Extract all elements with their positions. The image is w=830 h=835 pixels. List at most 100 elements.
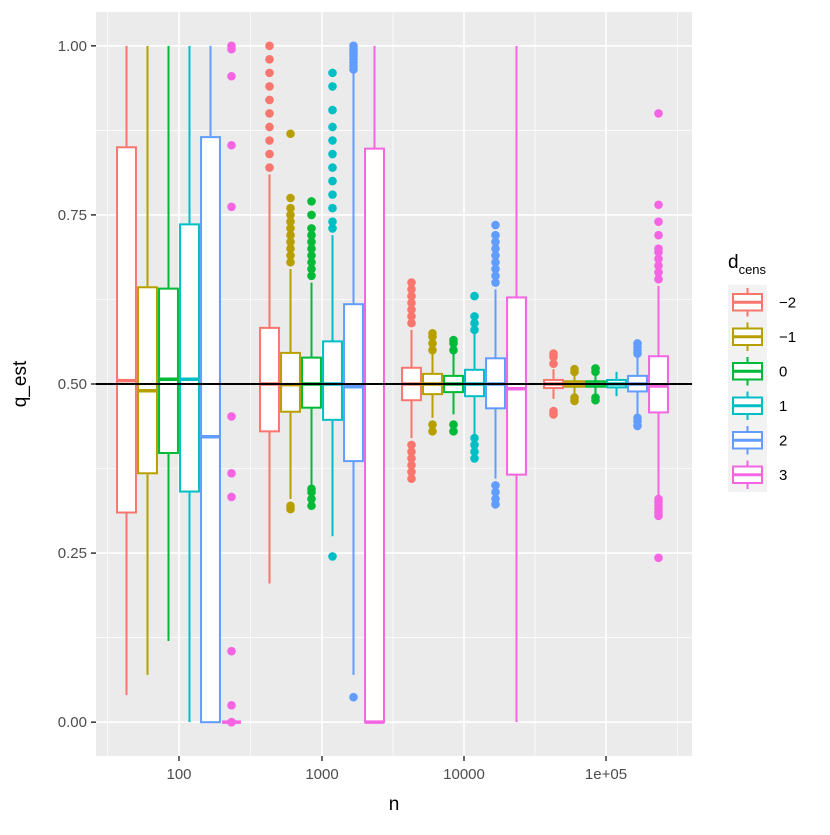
x-tick-label: 100 bbox=[166, 766, 191, 783]
outlier-point bbox=[307, 257, 316, 267]
outlier-point bbox=[328, 149, 337, 159]
box-body bbox=[137, 286, 158, 475]
outlier-point bbox=[470, 440, 479, 450]
x-axis-title: n bbox=[389, 794, 400, 815]
outlier-point bbox=[470, 325, 479, 335]
box-body bbox=[506, 296, 527, 476]
outlier-point bbox=[491, 494, 500, 504]
outlier-point bbox=[286, 251, 295, 260]
outlier-point bbox=[654, 200, 663, 210]
outlier-point bbox=[328, 224, 337, 233]
series-group bbox=[222, 41, 669, 727]
outlier-point bbox=[286, 224, 295, 233]
outlier-point bbox=[428, 345, 437, 355]
outlier-point bbox=[428, 420, 437, 429]
legend-label: 2 bbox=[779, 432, 787, 449]
outlier-point bbox=[227, 492, 236, 502]
outlier-point bbox=[407, 318, 416, 328]
outlier-point bbox=[286, 501, 295, 511]
outlier-point bbox=[407, 440, 416, 450]
outlier-point bbox=[407, 467, 416, 477]
outlier-point bbox=[407, 285, 416, 294]
outlier-point bbox=[265, 163, 274, 172]
outlier-point bbox=[328, 217, 337, 226]
outlier-point bbox=[407, 298, 416, 308]
outlier-point bbox=[654, 217, 663, 226]
x-tick-label: 1000 bbox=[305, 766, 338, 783]
outlier-point bbox=[470, 291, 479, 301]
outlier-point bbox=[470, 454, 479, 463]
outlier-point bbox=[307, 501, 316, 511]
y-axis-title: q_est bbox=[10, 360, 31, 407]
box bbox=[137, 45, 158, 675]
legend-title-main: d bbox=[728, 252, 739, 273]
y-tick-label: 0.00 bbox=[58, 714, 87, 731]
outlier-point bbox=[286, 244, 295, 254]
outlier-point bbox=[491, 264, 500, 274]
outlier-point bbox=[549, 349, 558, 358]
outlier-point bbox=[286, 210, 295, 220]
legend-label: 1 bbox=[779, 398, 787, 415]
outlier-point bbox=[591, 364, 600, 373]
outlier-point bbox=[307, 251, 316, 260]
outlier-point bbox=[549, 359, 558, 369]
outlier-point bbox=[654, 261, 663, 270]
outlier-point bbox=[286, 230, 295, 240]
outlier-point bbox=[470, 447, 479, 456]
outlier-point bbox=[307, 197, 316, 206]
outlier-point bbox=[470, 312, 479, 321]
box bbox=[343, 41, 364, 702]
legend-label: 3 bbox=[779, 467, 787, 484]
outlier-point bbox=[491, 251, 500, 260]
x-tick-label: 1e+05 bbox=[585, 766, 627, 783]
outlier-point bbox=[407, 312, 416, 321]
outlier-point bbox=[265, 109, 274, 118]
outlier-point bbox=[428, 339, 437, 348]
outlier-point bbox=[328, 122, 337, 132]
outlier-point bbox=[654, 553, 663, 563]
outlier-point bbox=[407, 291, 416, 301]
outlier-point bbox=[654, 268, 663, 277]
outlier-point bbox=[549, 406, 558, 416]
outlier-point bbox=[307, 224, 316, 233]
outlier-point bbox=[633, 413, 642, 423]
outlier-point bbox=[491, 220, 500, 230]
box-body bbox=[322, 340, 343, 421]
outlier-point bbox=[349, 41, 358, 51]
outlier-point bbox=[227, 700, 236, 710]
box-body bbox=[259, 326, 280, 433]
outlier-point bbox=[328, 190, 337, 199]
outlier-point bbox=[307, 271, 316, 281]
outlier-point bbox=[654, 244, 663, 254]
outlier-point bbox=[286, 217, 295, 226]
outlier-point bbox=[307, 484, 316, 494]
outlier-point bbox=[591, 393, 600, 402]
outlier-point bbox=[491, 230, 500, 240]
outlier-point bbox=[227, 717, 236, 727]
outlier-point bbox=[286, 203, 295, 213]
legend-item: 3 bbox=[728, 457, 787, 492]
legend-title: dcens bbox=[728, 252, 767, 277]
box-body bbox=[179, 223, 200, 493]
axes: 0.00 0.25 0.50 0.75 1.00 100 1000 10000 1e+05 bbox=[58, 38, 627, 783]
outlier-point bbox=[227, 412, 236, 421]
outlier-point bbox=[265, 149, 274, 159]
box-body bbox=[343, 303, 364, 463]
outlier-point bbox=[491, 278, 500, 287]
outlier-point bbox=[428, 328, 437, 338]
outlier-point bbox=[570, 393, 579, 402]
outlier-point bbox=[265, 68, 274, 78]
outlier-point bbox=[654, 230, 663, 240]
y-tick-label: 0.25 bbox=[58, 545, 87, 562]
series-group bbox=[158, 45, 606, 642]
outlier-point bbox=[407, 474, 416, 483]
outlier-point bbox=[328, 552, 337, 561]
y-tick-label: 1.00 bbox=[58, 38, 87, 55]
outlier-point bbox=[654, 109, 663, 118]
outlier-point bbox=[633, 339, 642, 348]
series-group bbox=[116, 41, 564, 696]
outlier-point bbox=[265, 122, 274, 132]
series-group bbox=[137, 45, 585, 675]
